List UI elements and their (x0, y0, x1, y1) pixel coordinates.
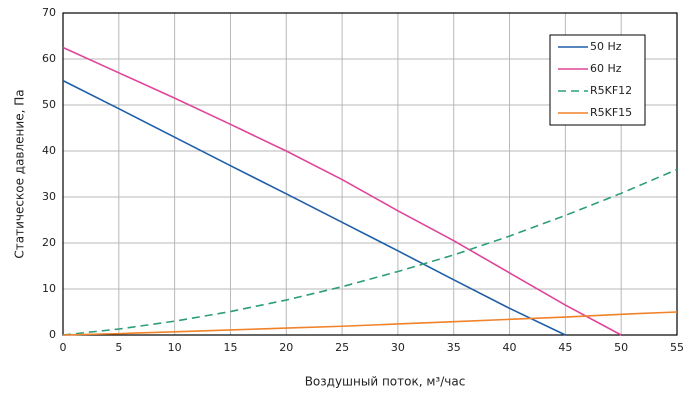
legend-label: R5KF15 (590, 106, 632, 119)
legend-label: 60 Hz (590, 62, 622, 75)
x-tick-label: 30 (391, 341, 405, 354)
x-tick-label: 20 (279, 341, 293, 354)
x-tick-label: 55 (670, 341, 684, 354)
legend-label: 50 Hz (590, 40, 622, 53)
x-tick-label: 35 (447, 341, 461, 354)
series-line (62, 46, 622, 336)
y-tick-label: 40 (42, 144, 56, 157)
x-tick-label: 15 (223, 341, 237, 354)
x-tick-label: 0 (60, 341, 67, 354)
y-tick-label: 10 (42, 282, 56, 295)
x-tick-label: 40 (503, 341, 517, 354)
x-tick-label: 25 (335, 341, 349, 354)
series-line (62, 311, 678, 336)
y-tick-label: 70 (42, 6, 56, 19)
x-tick-label: 10 (168, 341, 182, 354)
series-line (62, 168, 678, 336)
legend-box (549, 34, 646, 126)
plot-border (62, 12, 678, 336)
x-tick-label: 50 (614, 341, 628, 354)
y-axis-title: Статическое давление, Па (13, 89, 27, 258)
x-tick-label: 45 (558, 341, 572, 354)
y-tick-label: 60 (42, 52, 56, 65)
y-tick-label: 0 (49, 328, 56, 341)
legend-label: R5KF12 (590, 84, 632, 97)
x-axis-title: Воздушный поток, м³/час (305, 375, 466, 389)
y-tick-label: 30 (42, 190, 56, 203)
y-tick-label: 50 (42, 98, 56, 111)
series-line (62, 79, 566, 336)
y-tick-label: 20 (42, 236, 56, 249)
x-tick-label: 5 (115, 341, 122, 354)
